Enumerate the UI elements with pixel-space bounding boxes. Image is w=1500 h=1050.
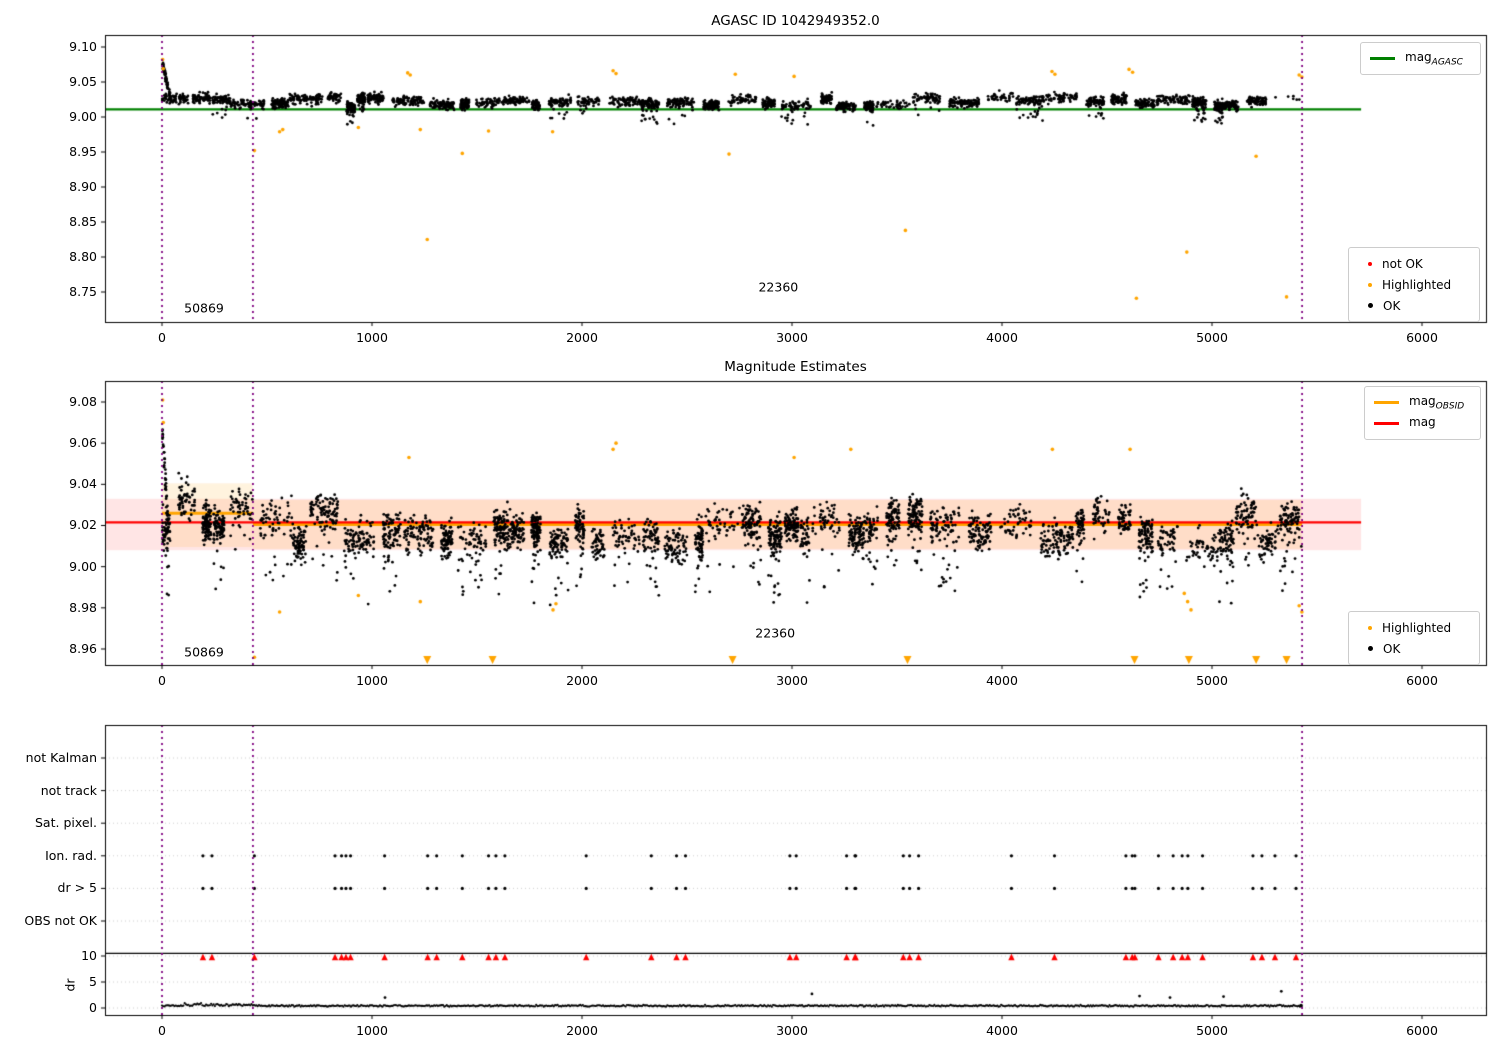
x-tick-label: 3000: [776, 673, 808, 688]
y-tick-label: 9.05: [69, 74, 97, 89]
y-tick-label: 8.75: [69, 284, 97, 299]
x-tick-label: 1000: [356, 330, 388, 345]
category-label: not track: [40, 782, 97, 798]
black-dot-swatch: [1368, 646, 1373, 651]
legend-item-highlighted: Highlighted: [1358, 617, 1470, 638]
category-label: OBS not OK: [24, 913, 97, 928]
category-label: not Kalman: [25, 750, 97, 765]
legend-top-points: not OK Highlighted OK: [1348, 247, 1480, 322]
annotation-obsid: 50869: [184, 300, 224, 316]
dr-axis-label: dr: [62, 978, 78, 992]
x-tick-label: 0: [158, 1023, 166, 1038]
legend-label-mag: mag: [1409, 414, 1436, 429]
legend-item-ok: OK: [1358, 295, 1470, 316]
x-tick-label: 2000: [566, 330, 598, 345]
category-label: Sat. pixel.: [35, 815, 97, 831]
x-tick-label: 4000: [986, 673, 1018, 688]
x-tick-label: 2000: [566, 1023, 598, 1038]
red-dot-swatch: [1368, 261, 1372, 266]
x-tick-label: 5000: [1196, 1023, 1228, 1038]
y-tick-label: 8.80: [69, 249, 97, 264]
x-tick-label: 1000: [356, 673, 388, 688]
x-tick-label: 5000: [1196, 673, 1228, 688]
legend-mag-lines: magOBSID mag: [1364, 386, 1481, 440]
legend-item-not-ok: not OK: [1358, 253, 1470, 274]
legend-label-ok: OK: [1383, 298, 1401, 313]
x-tick-label: 6000: [1406, 673, 1438, 688]
y-tick-label: 8.85: [69, 214, 97, 229]
legend-label-not-ok: not OK: [1382, 256, 1423, 271]
y-tick-label: 9.00: [69, 109, 97, 124]
x-tick-label: 1000: [356, 1023, 388, 1038]
x-tick-label: 6000: [1406, 330, 1438, 345]
top-plot-title: AGASC ID 1042949352.0: [711, 13, 880, 29]
dr-tick-label: 10: [81, 948, 97, 963]
orange-dot-swatch: [1368, 282, 1372, 287]
y-tick-label: 8.98: [69, 599, 97, 615]
legend-item-mag-obsid: magOBSID: [1374, 392, 1471, 413]
legend-item-mag-agasc: magAGASC: [1370, 48, 1471, 69]
black-dot-swatch: [1368, 303, 1373, 308]
x-tick-label: 5000: [1196, 330, 1228, 345]
category-label: Ion. rad.: [45, 847, 97, 863]
x-tick-label: 4000: [986, 330, 1018, 345]
orange-line-swatch: [1374, 401, 1399, 404]
middle-plot-title: Magnitude Estimates: [724, 359, 867, 375]
y-tick-label: 9.04: [69, 476, 97, 492]
annotation-obsid: 22360: [758, 279, 799, 295]
legend-label-mag-agasc: magAGASC: [1405, 49, 1463, 68]
y-tick-label: 8.95: [69, 144, 97, 159]
green-line-swatch: [1370, 57, 1395, 60]
y-tick-label: 9.10: [69, 39, 97, 54]
legend-item-highlighted: Highlighted: [1358, 274, 1470, 295]
annotation-obsid: 22360: [755, 625, 796, 641]
x-tick-label: 3000: [776, 330, 808, 345]
legend-label-highlighted: Highlighted: [1382, 277, 1452, 292]
red-line-swatch: [1374, 422, 1399, 425]
x-tick-label: 0: [158, 330, 166, 345]
x-tick-label: 6000: [1406, 1023, 1438, 1038]
legend-label-highlighted: Highlighted: [1382, 620, 1452, 635]
category-label: dr > 5: [57, 880, 97, 896]
orange-dot-swatch: [1368, 625, 1372, 630]
x-tick-label: 2000: [566, 673, 598, 688]
y-tick-label: 9.00: [69, 558, 97, 574]
dr-tick-label: 0: [89, 1000, 97, 1015]
annotation-obsid: 50869: [184, 644, 224, 660]
legend-mag-agasc: magAGASC: [1360, 42, 1481, 75]
legend-label-mag-obsid: magOBSID: [1409, 393, 1465, 412]
legend-middle-points: Highlighted OK: [1348, 611, 1480, 665]
x-tick-label: 4000: [986, 1023, 1018, 1038]
legend-item-ok: OK: [1358, 638, 1470, 659]
y-tick-label: 9.02: [69, 517, 97, 533]
y-tick-label: 8.90: [69, 179, 97, 194]
x-tick-label: 3000: [776, 1023, 808, 1038]
dr-tick-label: 5: [89, 974, 97, 989]
y-tick-label: 9.06: [69, 435, 97, 451]
legend-label-ok: OK: [1383, 641, 1401, 656]
x-tick-label: 0: [158, 673, 166, 688]
y-tick-label: 9.08: [69, 394, 97, 409]
y-tick-label: 8.96: [69, 640, 97, 656]
legend-item-mag: mag: [1374, 413, 1471, 434]
